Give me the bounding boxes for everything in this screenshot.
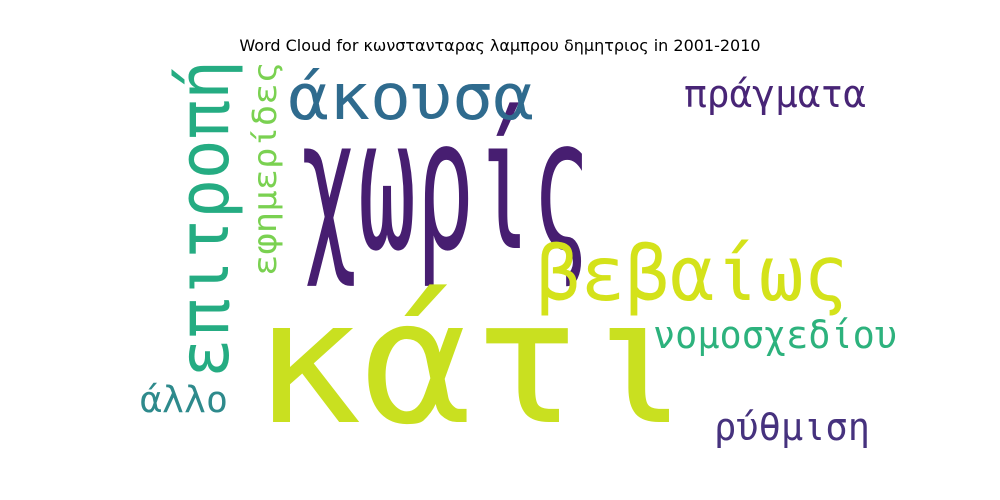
word-0: χωρίς xyxy=(300,79,590,291)
word-3: επιτροπή xyxy=(163,60,245,378)
word-4: βεβαίως xyxy=(536,229,848,318)
word-9: ρύθμιση xyxy=(714,405,870,449)
word-5: πράγματα xyxy=(684,72,866,116)
word-1: κάτι xyxy=(252,262,692,463)
word-8: άλλο xyxy=(140,380,228,421)
word-7: νομοσχεδίου xyxy=(653,313,897,357)
chart-title: Word Cloud for κωνστανταρας λαμπρου δημη… xyxy=(239,36,761,55)
word-6: εφημερίδες xyxy=(246,62,284,276)
word-2: άκουσα xyxy=(288,61,534,135)
